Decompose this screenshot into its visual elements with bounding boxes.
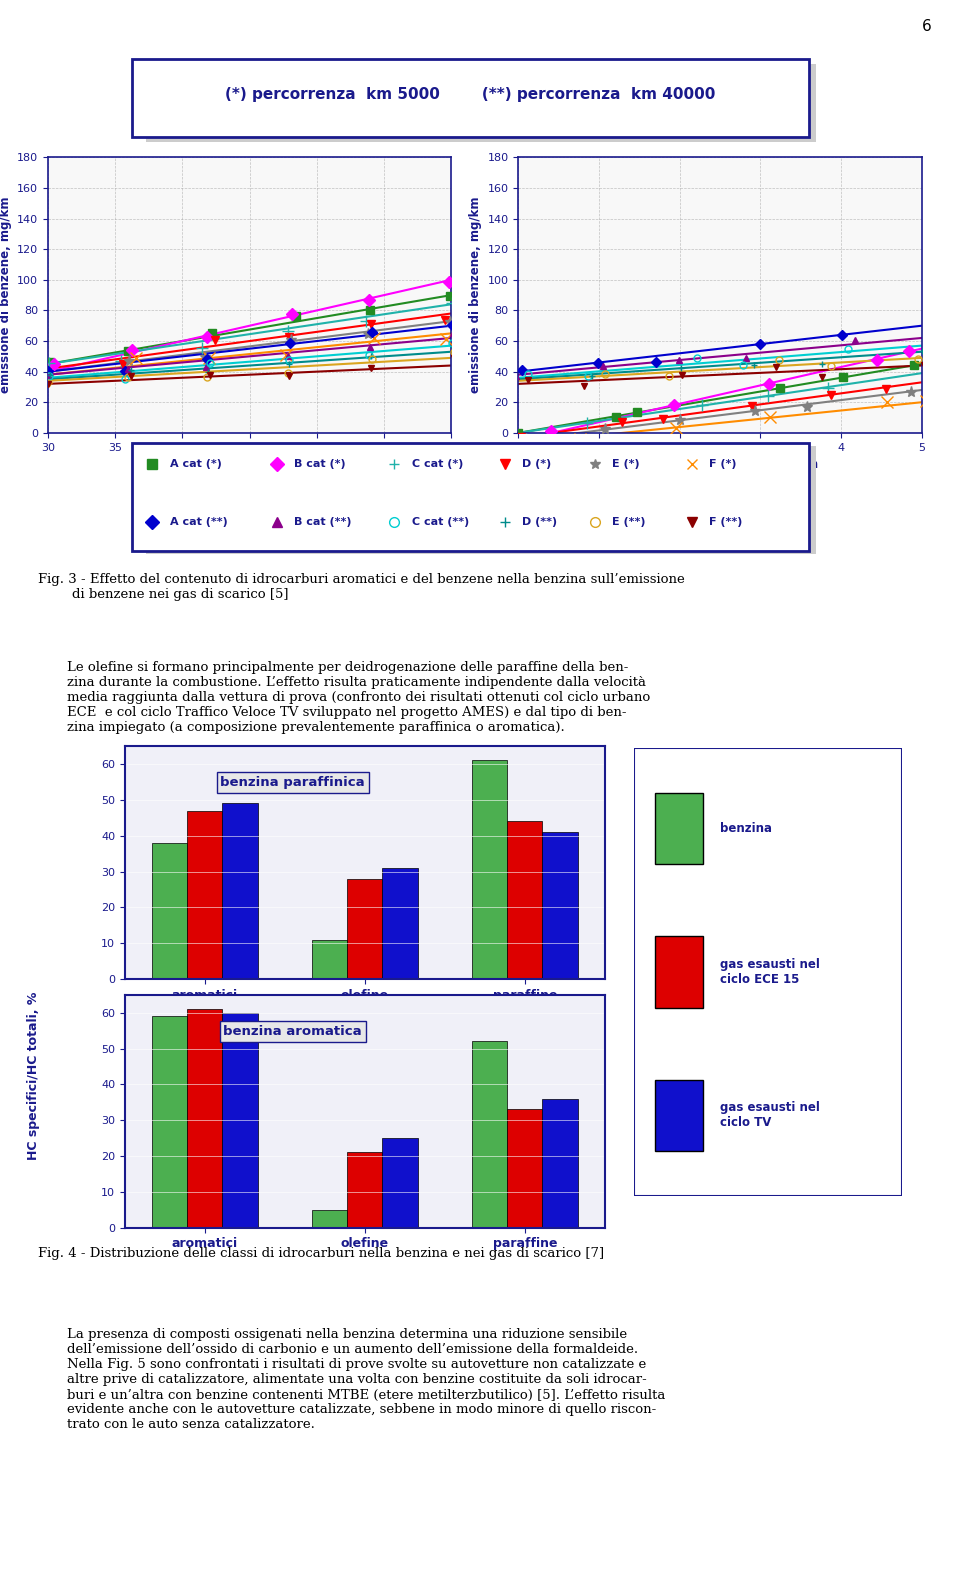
Bar	[312, 1210, 348, 1228]
Bar	[187, 811, 223, 979]
Text: C cat (*): C cat (*)	[412, 460, 463, 469]
Text: (*) percorrenza  km 5000        (**) percorrenza  km 40000: (*) percorrenza km 5000 (**) percorrenza…	[226, 87, 715, 102]
Text: La presenza di composti ossigenati nella benzina determina una riduzione sensibi: La presenza di composti ossigenati nella…	[67, 1328, 665, 1431]
FancyBboxPatch shape	[644, 765, 913, 1214]
Text: E (**): E (**)	[612, 516, 645, 527]
Text: Fig. 4 - Distribuzione delle classi di idrocarburi nella benzina e nei gas di sc: Fig. 4 - Distribuzione delle classi di i…	[38, 1247, 605, 1259]
Bar	[382, 1138, 418, 1228]
Bar	[472, 760, 507, 979]
Bar	[542, 833, 578, 979]
Text: E (*): E (*)	[612, 460, 639, 469]
Bar	[655, 1080, 704, 1152]
Bar	[312, 940, 348, 979]
X-axis label: benzene nella benzina, % m: benzene nella benzina, % m	[622, 458, 818, 471]
Text: 6: 6	[922, 19, 931, 35]
Text: benzina paraffinica: benzina paraffinica	[221, 776, 365, 789]
FancyBboxPatch shape	[132, 60, 809, 137]
Text: A cat (**): A cat (**)	[170, 516, 228, 527]
Text: HC specifici/HC totali, %: HC specifici/HC totali, %	[27, 992, 40, 1160]
Text: F (**): F (**)	[708, 516, 742, 527]
Bar	[187, 1009, 223, 1228]
Text: benzina aromatica: benzina aromatica	[224, 1025, 362, 1037]
Text: Le olefine si formano principalmente per deidrogenazione delle paraffine della b: Le olefine si formano principalmente per…	[67, 661, 651, 733]
Y-axis label: emissione di benzene, mg/km: emissione di benzene, mg/km	[469, 197, 482, 394]
Text: B cat (*): B cat (*)	[294, 460, 346, 469]
Text: benzina: benzina	[720, 822, 772, 834]
Bar	[472, 1042, 507, 1228]
FancyBboxPatch shape	[146, 63, 823, 142]
X-axis label: aromatici nella benzina, % m: aromatici nella benzina, % m	[148, 458, 351, 471]
Text: Fig. 3 - Effetto del contenuto di idrocarburi aromatici e del benzene nella benz: Fig. 3 - Effetto del contenuto di idroca…	[38, 573, 685, 601]
Text: D (**): D (**)	[522, 516, 558, 527]
Bar	[223, 803, 257, 979]
Bar	[348, 878, 382, 979]
Bar	[655, 793, 704, 864]
Bar	[348, 1152, 382, 1228]
FancyBboxPatch shape	[634, 748, 902, 1196]
Bar	[507, 1110, 542, 1228]
Bar	[655, 937, 704, 1007]
FancyBboxPatch shape	[132, 442, 809, 551]
Bar	[507, 822, 542, 979]
Text: F (*): F (*)	[708, 460, 736, 469]
Text: A cat (*): A cat (*)	[170, 460, 222, 469]
Text: C cat (**): C cat (**)	[412, 516, 468, 527]
Bar	[382, 867, 418, 979]
Text: gas esausti nel
ciclo TV: gas esausti nel ciclo TV	[720, 1102, 820, 1130]
Bar	[223, 1012, 257, 1228]
Text: gas esausti nel
ciclo ECE 15: gas esausti nel ciclo ECE 15	[720, 959, 820, 985]
Bar	[152, 1017, 187, 1228]
Text: B cat (**): B cat (**)	[294, 516, 351, 527]
Text: D (*): D (*)	[522, 460, 551, 469]
Bar	[152, 842, 187, 979]
Y-axis label: emissione di benzene, mg/km: emissione di benzene, mg/km	[0, 197, 12, 394]
FancyBboxPatch shape	[146, 445, 823, 554]
Bar	[542, 1099, 578, 1228]
